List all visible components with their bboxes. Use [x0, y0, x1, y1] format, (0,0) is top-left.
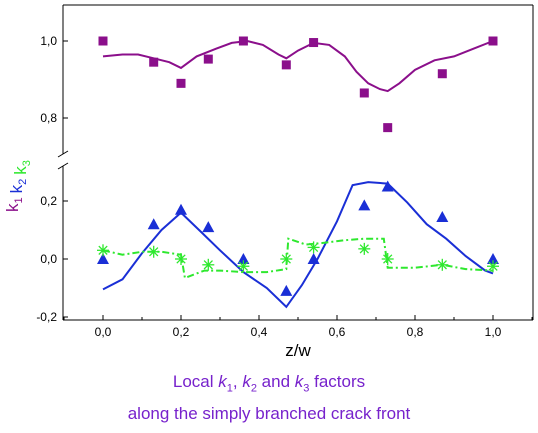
k3-curve [102, 237, 494, 280]
y-axis-label: k1k2k3 [3, 160, 33, 212]
k1-curve [102, 39, 494, 93]
k3-point [381, 253, 394, 265]
k2-curve [102, 181, 494, 309]
k1-point [149, 57, 159, 67]
y-axis-label-k1: k [3, 203, 22, 212]
k3-point [358, 242, 371, 255]
k1-point [176, 78, 186, 88]
k2-point [381, 180, 394, 192]
k3-point [147, 245, 160, 258]
caption-sub3: 3 [303, 382, 310, 395]
caption-suffix: factors [309, 372, 366, 391]
caption-sep2: and [256, 372, 295, 391]
axis-break-mark [57, 150, 69, 158]
x-tick-label: 0,2 [173, 325, 190, 339]
k1-point [359, 88, 369, 98]
k3-point [280, 253, 293, 265]
k2-point [237, 253, 250, 264]
k1-point [98, 36, 108, 46]
k1-point [238, 36, 248, 46]
k1-point [437, 69, 447, 79]
y-axis-label-k2: k [7, 184, 26, 193]
k3-point [97, 244, 109, 257]
y-tick-label: 0,8 [40, 111, 57, 125]
k3-point [436, 258, 449, 271]
k2-point [436, 210, 449, 222]
caption-sep1: , [232, 372, 243, 391]
k3-point [487, 260, 499, 273]
k2-point [202, 221, 215, 233]
k2-point [147, 218, 160, 230]
axis-break-mark [57, 162, 69, 170]
x-tick-label: 0,8 [407, 325, 424, 339]
k3-point [202, 258, 215, 271]
caption-k1: k [218, 372, 227, 391]
k3-point [237, 260, 250, 273]
k2-point [358, 199, 371, 211]
k1-point [383, 123, 393, 133]
k1-point [309, 38, 319, 48]
k1-point [281, 60, 291, 70]
caption-line-1: Local k1, k2 and k3 factors [0, 372, 538, 394]
y-axis-label-k3: k [11, 166, 30, 175]
k3-point [307, 241, 320, 254]
y-axis-label-sub: 1 [13, 197, 25, 203]
caption-prefix: Local [172, 372, 219, 391]
k2-point [487, 253, 499, 264]
x-tick-label: 0,6 [329, 325, 346, 339]
y-tick-label: 1,0 [40, 34, 57, 48]
k1-point [203, 54, 213, 64]
k3-point [175, 253, 187, 265]
k2-point [280, 284, 293, 296]
caption-line-2: along the simply branched crack front [127, 404, 411, 423]
y-axis-label-sub: 3 [21, 160, 33, 166]
y-tick-label: 0,2 [40, 194, 57, 208]
caption-k3: k [294, 372, 304, 391]
x-tick-label: 0,0 [95, 325, 112, 339]
k2-point [175, 203, 187, 215]
caption-k2: k [242, 372, 251, 391]
k1-point [488, 36, 498, 46]
y-tick-label: 0,0 [40, 252, 57, 266]
k2-point [307, 253, 320, 264]
chart: 0,0 0,2 0,4 0,6 0,8 1,0z/w0,81,0-0,20,00,2k1k… [3, 4, 534, 360]
k2-point [97, 253, 109, 264]
y-axis-label-sub: 2 [17, 179, 29, 185]
y-tick-label: -0,2 [36, 310, 57, 324]
caption-sub2: 2 [250, 382, 257, 395]
x-tick-label: 1,0 [485, 325, 502, 339]
x-tick-label: 0,4 [251, 325, 268, 339]
caption-sub1: 1 [226, 382, 233, 395]
x-axis-label: z/w [285, 341, 311, 360]
